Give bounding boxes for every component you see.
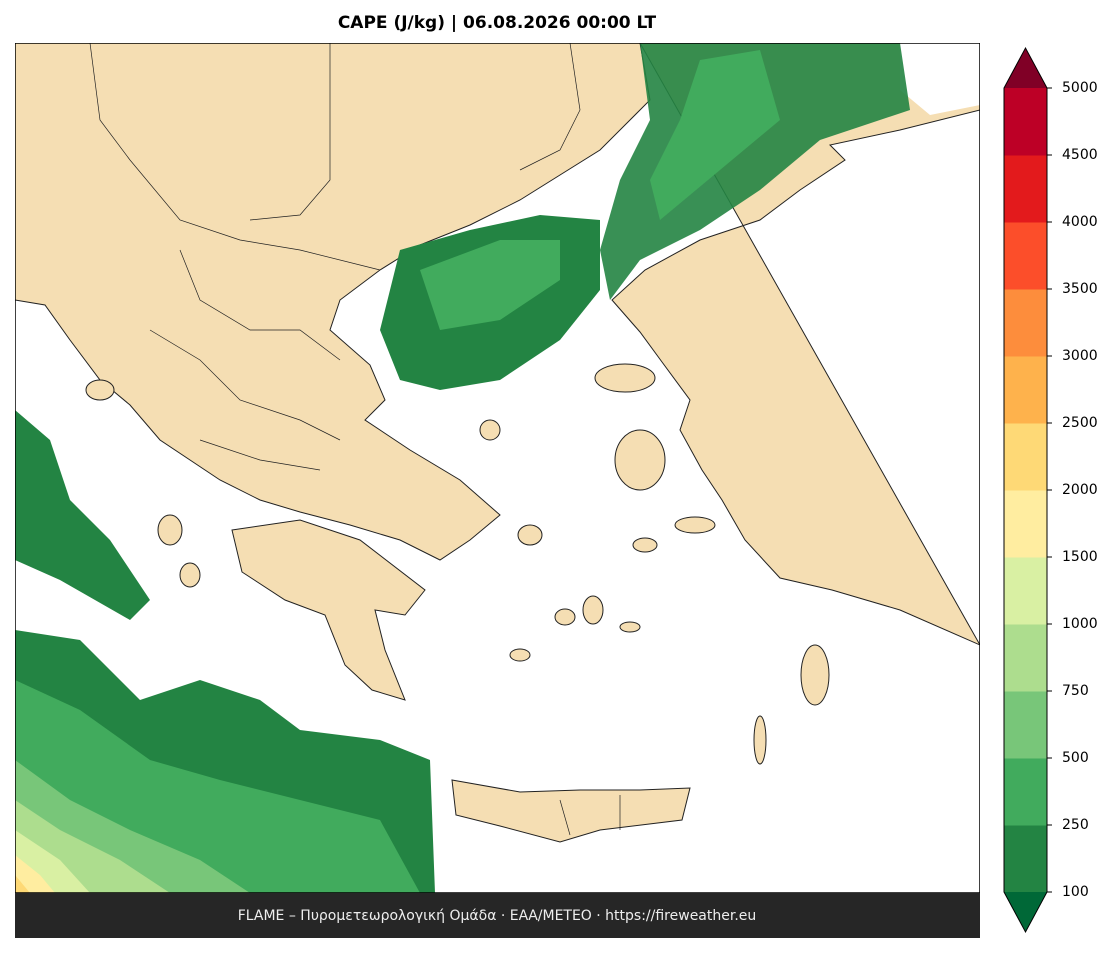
- colorbar-tick-label: 3500: [1062, 281, 1098, 297]
- colorbar-tick-label: 100: [1062, 884, 1089, 900]
- colorbar-segment: [1004, 88, 1047, 156]
- colorbar-segment: [1004, 423, 1047, 491]
- colorbar: 100 250 500 750 1000 1500 2000 2500 3000 3500 4000…: [1003, 46, 1098, 934]
- colorbar-tick-label: 4500: [1062, 147, 1098, 163]
- colorbar-tick-label: 2000: [1062, 482, 1098, 498]
- colorbar-segment: [1004, 758, 1047, 826]
- colorbar-extend-high: [1004, 48, 1047, 88]
- colorbar-segment: [1004, 490, 1047, 558]
- colorbar-segment: [1004, 825, 1047, 893]
- colorbar-segment: [1004, 557, 1047, 625]
- colorbar-segment: [1004, 691, 1047, 759]
- colorbar-tick-label: 750: [1062, 683, 1089, 699]
- footer-text: FLAME – Πυρομετεωρολογική Ομάδα · ΕΑΑ/ME…: [238, 908, 757, 924]
- colorbar-tick-label: 1500: [1062, 549, 1098, 565]
- colorbar-tick-label: 2500: [1062, 415, 1098, 431]
- colorbar-tick-label: 500: [1062, 750, 1089, 766]
- map: [15, 43, 980, 893]
- colorbar-tick-label: 4000: [1062, 214, 1098, 230]
- colorbar-tick-label: 5000: [1062, 80, 1098, 96]
- colorbar-segment: [1004, 222, 1047, 290]
- colorbar-segment: [1004, 624, 1047, 692]
- colorbar-extend-low: [1004, 892, 1047, 932]
- colorbar-segment: [1004, 289, 1047, 357]
- footer-bar: [15, 893, 980, 938]
- map-title: CAPE (J/kg) | 06.08.2026 00:00 LT: [338, 13, 657, 33]
- colorbar-segment: [1004, 155, 1047, 223]
- colorbar-tick-label: 1000: [1062, 616, 1098, 632]
- colorbar-segment: [1004, 356, 1047, 424]
- colorbar-tick-label: 250: [1062, 817, 1089, 833]
- colorbar-tick-label: 3000: [1062, 348, 1098, 364]
